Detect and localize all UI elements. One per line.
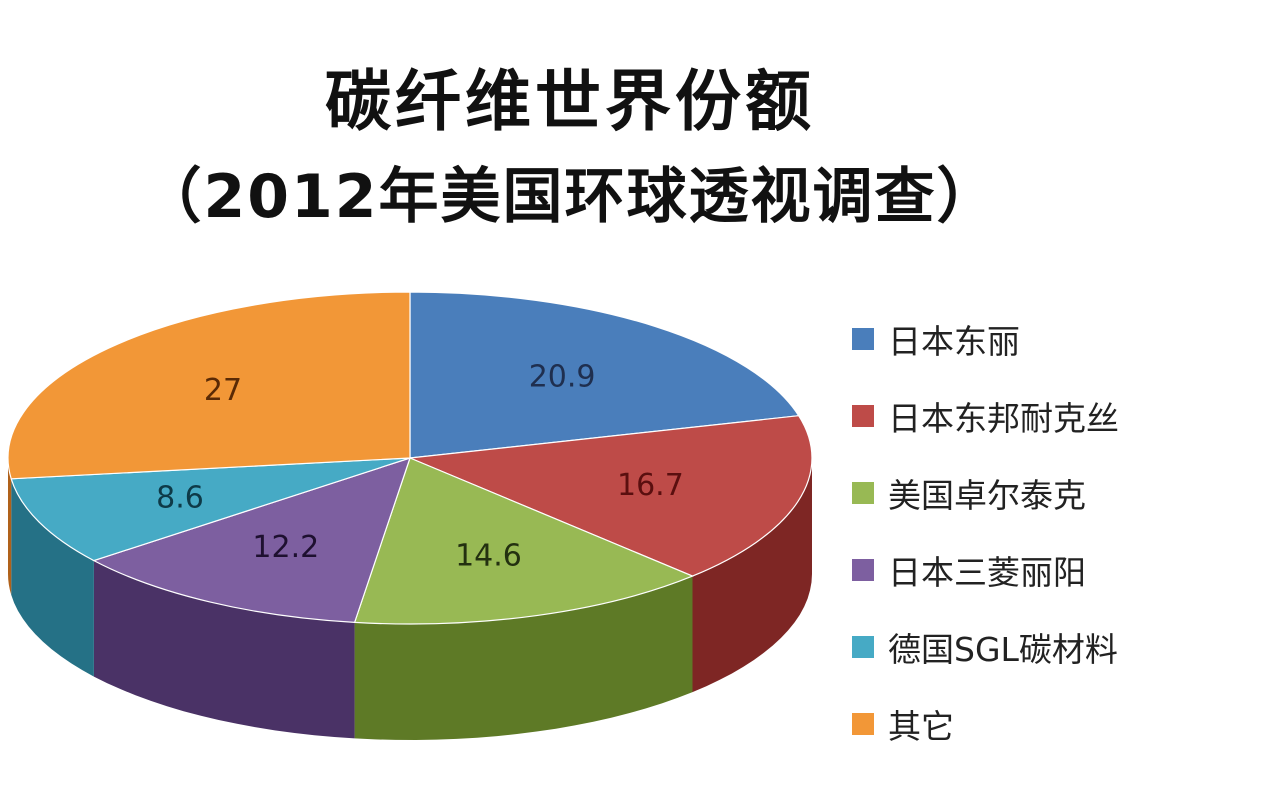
- data-label-1: 16.7: [617, 468, 684, 503]
- legend-item-2: 美国卓尔泰克: [852, 454, 1252, 531]
- legend-label: 其它: [888, 706, 954, 746]
- legend-item-1: 日本东邦耐克丝: [852, 377, 1252, 454]
- data-label-5: 27: [204, 373, 242, 408]
- pie-side-5: [8, 458, 12, 595]
- legend-swatch: [852, 327, 874, 350]
- legend-item-0: 日本东丽: [852, 300, 1252, 377]
- pie-data-labels: 20.9 16.7 14.6 12.2 8.6 27: [156, 360, 684, 574]
- chart-title: 碳纤维世界份额: [325, 63, 815, 140]
- pie-chart: 20.9 16.7 14.6 12.2 8.6 27: [7, 291, 813, 740]
- legend-item-4: 德国SGL碳材料: [852, 608, 1252, 685]
- pie-slice-1: [409, 415, 813, 577]
- legend-label: 日本三菱丽阳: [888, 552, 1086, 592]
- chart-subtitle: （2012年美国环球透视调查）: [141, 162, 999, 232]
- legend-swatch: [852, 635, 874, 658]
- legend-label: 德国SGL碳材料: [888, 629, 1118, 669]
- pie-side-3: [93, 560, 355, 739]
- legend-label: 美国卓尔泰克: [888, 475, 1086, 515]
- pie-slice-4: [10, 457, 411, 562]
- data-label-2: 14.6: [455, 539, 522, 574]
- legend-label: 日本东邦耐克丝: [888, 398, 1119, 438]
- pie-slice-3: [92, 457, 411, 624]
- legend-swatch: [852, 404, 874, 427]
- pie-slice-2: [353, 457, 695, 625]
- legend-item-5: 其它: [852, 685, 1252, 762]
- legend-swatch: [852, 558, 874, 581]
- legend: 日本东丽日本东邦耐克丝 美国卓尔泰克 日本三菱丽阳 德国SGL碳材料 其它: [852, 300, 1252, 762]
- pie-slices: [7, 291, 813, 625]
- pie-side-2: [354, 576, 693, 740]
- data-label-4: 8.6: [156, 481, 204, 516]
- legend-swatch: [852, 481, 874, 504]
- data-label-0: 20.9: [529, 360, 596, 395]
- legend-label: 日本东丽: [888, 321, 1020, 361]
- legend-swatch: [852, 712, 874, 735]
- legend-item-3: 日本三菱丽阳: [852, 531, 1252, 608]
- data-label-3: 12.2: [252, 530, 319, 565]
- pie-slice-5: [7, 291, 411, 480]
- pie-sides: [8, 458, 812, 740]
- pie-slice-0: [409, 291, 800, 459]
- pie-side-4: [11, 478, 94, 677]
- pie-side-1: [692, 458, 812, 693]
